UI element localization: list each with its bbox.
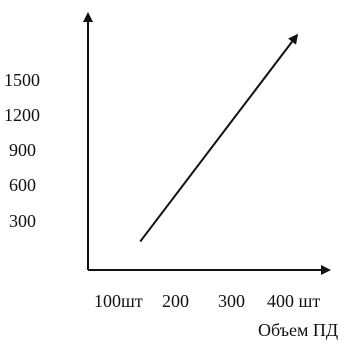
x-tick-label-400: 400 шт	[267, 291, 320, 311]
y-tick-label-1200: 1200	[4, 105, 40, 125]
x-tick-label-300: 300	[218, 291, 245, 311]
y-tick-labels: 1500 1200 900 600 300	[4, 70, 40, 231]
x-tick-label-200: 200	[162, 291, 189, 311]
x-tick-label-100: 100шт	[94, 291, 143, 311]
y-tick-label-600: 600	[9, 175, 36, 195]
x-tick-labels: 100шт 200 300 400 шт	[94, 291, 320, 311]
series-line-segment-1-1	[139, 33, 299, 243]
y-tick-label-900: 900	[9, 140, 36, 160]
series-layer	[139, 33, 299, 243]
x-axis-label: Объем ПД	[258, 320, 338, 340]
y-tick-label-300: 300	[9, 211, 36, 231]
y-tick-label-1500: 1500	[4, 70, 40, 90]
